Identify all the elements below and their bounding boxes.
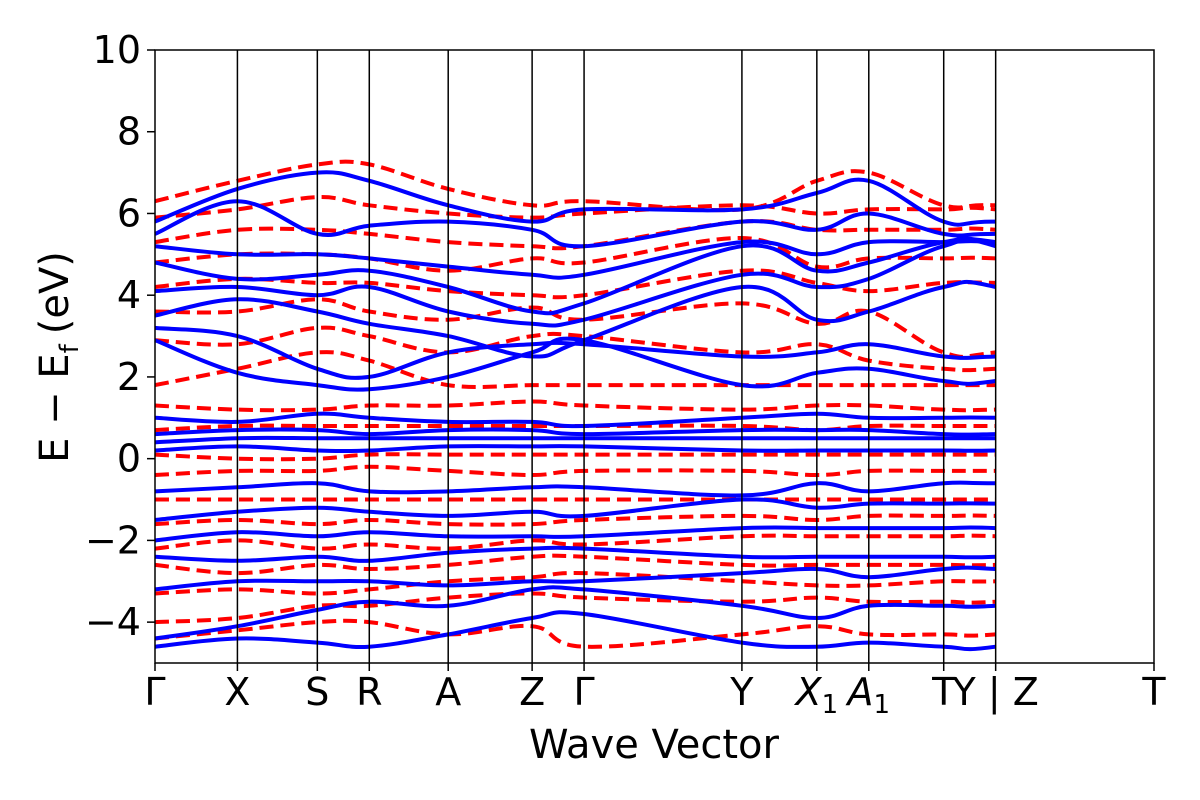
solid-band-8	[154, 435, 996, 445]
solid-band-18	[154, 170, 996, 227]
dashed-band-16	[154, 219, 996, 251]
y-tick-label: 0	[117, 437, 141, 481]
x-tick-label: Y | Z	[952, 670, 1039, 715]
solid-band-6	[154, 480, 996, 498]
x-tick-label: X1	[794, 670, 839, 720]
solid-band-14	[154, 237, 997, 328]
solid-band-7	[154, 444, 996, 454]
y-axis-title-sub: f	[55, 343, 85, 353]
solid-band-2	[154, 565, 996, 592]
dashed-band-4	[154, 533, 996, 551]
y-tick-label: 8	[117, 110, 141, 154]
dashed-band-5	[154, 513, 996, 527]
x-tick-label: Γ	[573, 670, 594, 714]
dashed-band-14	[154, 268, 996, 300]
x-tick-label: Γ	[144, 670, 165, 714]
dashed-band-8	[154, 452, 996, 462]
dashed-band-2	[154, 571, 996, 596]
x-tick-label: X	[224, 670, 250, 714]
y-tick-label: 2	[117, 355, 141, 399]
solid-band-9	[154, 427, 996, 437]
dashed-band-13	[154, 297, 996, 359]
y-axis-title-main: E − E	[32, 353, 78, 463]
x-tick-label: Z	[519, 670, 545, 714]
dashed-band-7	[154, 464, 996, 477]
solid-band-3	[154, 545, 996, 563]
high-symmetry-lines	[236, 50, 997, 663]
y-ticks: −4 −2 0 2 4 6 8 10	[85, 28, 155, 644]
solid-band-4	[154, 525, 996, 543]
x-axis-title: Wave Vector	[529, 722, 780, 768]
dashed-band-10	[154, 399, 996, 413]
x-tick-label: S	[305, 670, 329, 714]
solid-band-0	[154, 610, 996, 652]
y-tick-label: 4	[117, 273, 141, 317]
x-tick-label: Y	[729, 670, 754, 714]
x-tick-label: T	[1141, 670, 1166, 714]
y-axis-title-unit: (eV)	[32, 251, 78, 334]
y-tick-label: −4	[85, 600, 141, 644]
dashed-band-18	[154, 159, 996, 213]
y-axis-title: E − Ef (eV)	[32, 251, 85, 463]
y-tick-label: −2	[85, 518, 141, 562]
x-tick-label: A1	[845, 670, 891, 720]
solid-band-10	[154, 411, 996, 429]
dashed-band-12	[154, 325, 996, 373]
x-tick-label: R	[356, 670, 382, 714]
x-tick-label: A	[435, 670, 461, 714]
y-tick-label: 10	[93, 28, 141, 72]
dashed-band-3	[154, 553, 996, 576]
solid-band-5	[154, 497, 996, 522]
bands-layer	[154, 159, 997, 652]
plot-frame	[154, 49, 1155, 664]
x-tick-label: T	[931, 670, 956, 714]
y-tick-label: 6	[117, 191, 141, 235]
